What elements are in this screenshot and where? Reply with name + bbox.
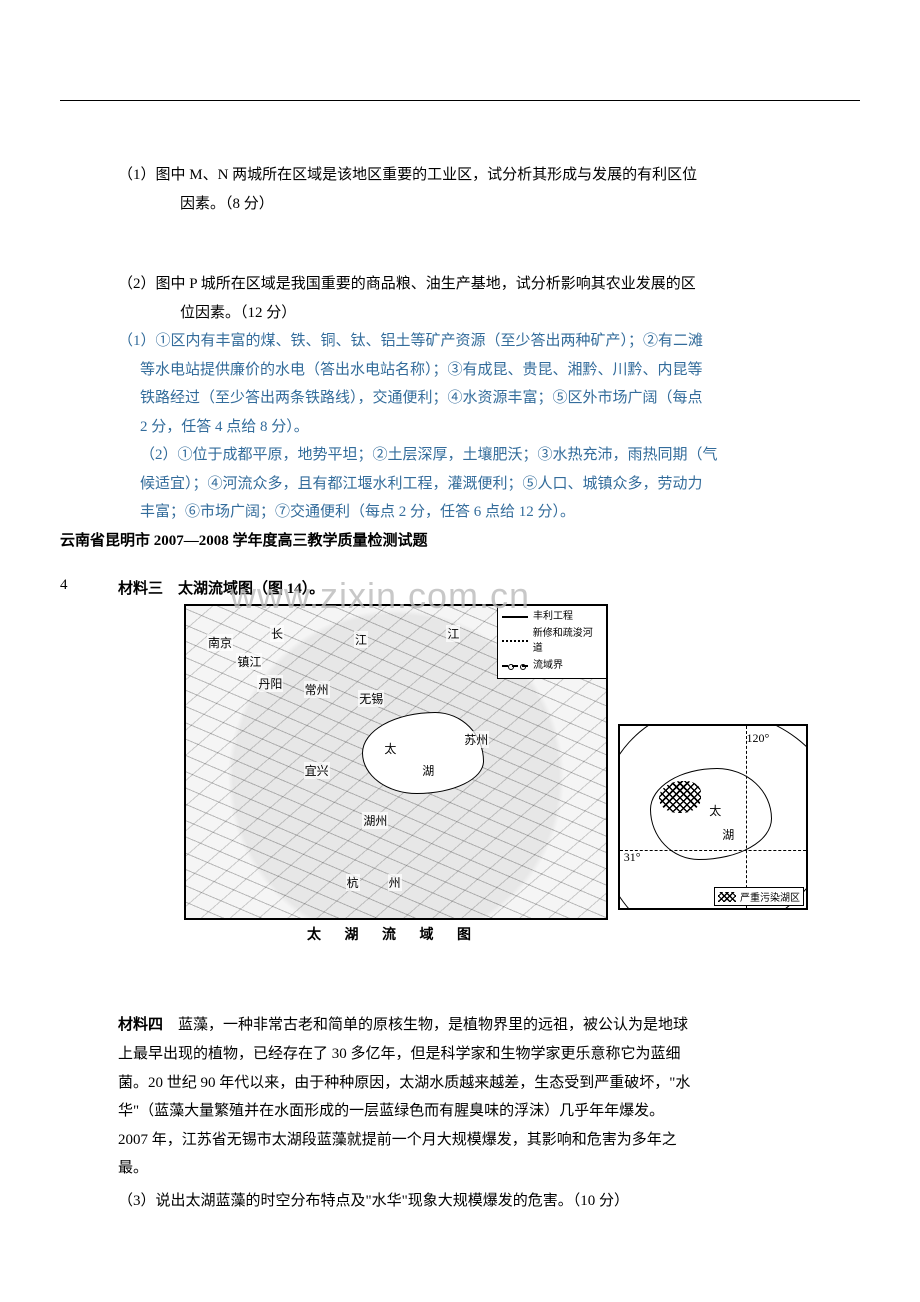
material-4-line6: 最。 xyxy=(118,1154,860,1183)
section-title: 云南省昆明市 2007—2008 学年度高三教学质量检测试题 xyxy=(60,527,860,556)
legend-row-3: 流域界 xyxy=(502,658,602,673)
material-4-line1: 材料四 蓝藻，一种非常古老和简单的原核生物，是植物界里的远祖，被公认为是地球 xyxy=(118,1010,860,1040)
lake-taihu-shape xyxy=(362,712,484,794)
spacer xyxy=(60,252,860,270)
map-label-tai: 太 xyxy=(383,740,397,757)
map-label-jiang2: 江 xyxy=(446,625,460,642)
question-2-line2: 位因素。（12 分） xyxy=(60,299,860,328)
inset-map: 120° 太 湖 31° 严重污染湖区 xyxy=(618,724,808,910)
question-4-3: （3）说出太湖蓝藻的时空分布特点及"水华"现象大规模爆发的危害。（10 分） xyxy=(118,1187,860,1216)
map-label-hang: 杭 xyxy=(346,874,360,891)
figure-14: 丰利工程 新修和疏浚河道 流域界 江 江 长 xyxy=(118,604,818,954)
question-4-body: 材料三 太湖流域图（图 14）。 丰利工程 新修和疏浚河道 xyxy=(118,577,860,1215)
answer-1-line3: 铁路经过（至少答出两条铁路线），交通便利；④水资源丰富；⑤区外市场广阔（每点 xyxy=(60,384,860,413)
answer-2-line1: （2）①位于成都平原，地势平坦；②土层深厚，土壤肥沃；③水热充沛，雨热同期（气 xyxy=(60,441,860,470)
material-4-l1: 蓝藻，一种非常古老和简单的原核生物，是植物界里的远祖，被公认为是地球 xyxy=(163,1017,688,1033)
legend-label-2: 新修和疏浚河道 xyxy=(533,626,602,656)
material-4-line4: 华"（蓝藻大量繁殖并在水面形成的一层蓝绿色而有腥臭味的浮沫）几乎年年爆发。 xyxy=(118,1097,860,1126)
legend-line-dotted-icon xyxy=(502,640,528,642)
legend-row-2: 新修和疏浚河道 xyxy=(502,626,602,656)
spacer xyxy=(118,958,860,992)
top-rule xyxy=(60,100,860,101)
map-label-chang: 长 xyxy=(270,625,284,642)
map-label-suzhou: 苏州 xyxy=(463,731,489,748)
material-3-text: 材料三 太湖流域图（图 14）。 xyxy=(118,581,324,597)
map-legend: 丰利工程 新修和疏浚河道 流域界 xyxy=(497,605,607,679)
map-label-changzhou: 常州 xyxy=(304,681,330,698)
question-1-line1: （1）图中 M、N 两城所在区域是该地区重要的工业区，试分析其形成与发展的有利区… xyxy=(60,161,860,190)
material-3-heading: 材料三 太湖流域图（图 14）。 xyxy=(118,577,860,598)
inset-lon-label: 120° xyxy=(746,731,769,746)
map-label-nanjing: 南京 xyxy=(207,634,233,651)
inset-legend-swatch-icon xyxy=(718,892,736,902)
map-label-jiang: 江 xyxy=(354,631,368,648)
legend-label-3: 流域界 xyxy=(533,658,563,673)
question-1-line2: 因素。（8 分） xyxy=(60,190,860,219)
spacer xyxy=(60,218,860,252)
answer-1-line1: （1）①区内有丰富的煤、铁、铜、钛、铝土等矿产资源（至少答出两种矿产）；②有二滩 xyxy=(60,327,860,356)
answer-2-line2: 候适宜）；④河流众多，且有都江堰水利工程，灌溉便利；⑤人口、城镇众多，劳动力 xyxy=(60,470,860,499)
inset-parallel-icon xyxy=(620,850,806,851)
question-4: 4 材料三 太湖流域图（图 14）。 丰利工程 新修和疏浚河道 xyxy=(60,577,860,1215)
main-map: 丰利工程 新修和疏浚河道 流域界 江 江 长 xyxy=(184,604,608,920)
section-title-text: 云南省昆明市 2007—2008 学年度高三教学质量检测试题 xyxy=(60,533,428,549)
legend-line-solid-icon xyxy=(502,616,528,618)
answer-1-line4: 2 分，任答 4 点给 8 分）。 xyxy=(60,413,860,442)
legend-row-1: 丰利工程 xyxy=(502,609,602,624)
map-label-huzhou: 湖州 xyxy=(362,812,388,829)
inset-legend-label: 严重污染湖区 xyxy=(740,889,800,904)
map-label-hu: 湖 xyxy=(421,762,435,779)
material-4-lead: 材料四 xyxy=(118,1017,163,1033)
question-4-number: 4 xyxy=(60,577,118,594)
inset-tai-label: 太 xyxy=(709,802,721,819)
inset-hu-label: 湖 xyxy=(722,826,734,843)
map-label-wuxi: 无锡 xyxy=(358,690,384,707)
legend-line-dashcircle-icon xyxy=(502,665,528,667)
answer-1-line2: 等水电站提供廉价的水电（答出水电站名称）；③有成昆、贵昆、湘黔、川黔、内昆等 xyxy=(60,356,860,385)
map-label-zhenjiang: 镇江 xyxy=(236,653,262,670)
material-4-line3: 菌。20 世纪 90 年代以来，由于种种原因，太湖水质越来越差，生态受到严重破坏… xyxy=(118,1069,860,1098)
map-label-zhou: 州 xyxy=(388,874,402,891)
inset-legend: 严重污染湖区 xyxy=(714,887,804,906)
map-label-danyang: 丹阳 xyxy=(257,675,283,692)
figure-caption: 太 湖 流 域 图 xyxy=(184,924,604,944)
map-label-yixing: 宜兴 xyxy=(304,762,330,779)
inset-meridian-icon xyxy=(746,726,747,908)
material-4-line5: 2007 年，江苏省无锡市太湖段蓝藻就提前一个月大规模爆发，其影响和危害为多年之 xyxy=(118,1126,860,1155)
legend-label-1: 丰利工程 xyxy=(533,609,573,624)
inset-lat-label: 31° xyxy=(624,850,641,865)
material-4-line2: 上最早出现的植物，已经存在了 30 多亿年，但是科学家和生物学家更乐意称它为蓝细 xyxy=(118,1040,860,1069)
question-2-line1: （2）图中 P 城所在区域是我国重要的商品粮、油生产基地，试分析影响其农业发展的… xyxy=(60,270,860,299)
answer-2-line3: 丰富；⑥市场广阔；⑦交通便利（每点 2 分，任答 6 点给 12 分）。 xyxy=(60,498,860,527)
